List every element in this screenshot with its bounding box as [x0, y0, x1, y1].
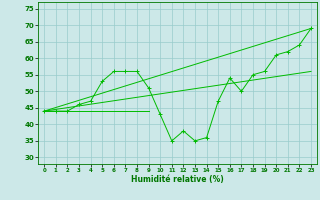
X-axis label: Humidité relative (%): Humidité relative (%) [131, 175, 224, 184]
